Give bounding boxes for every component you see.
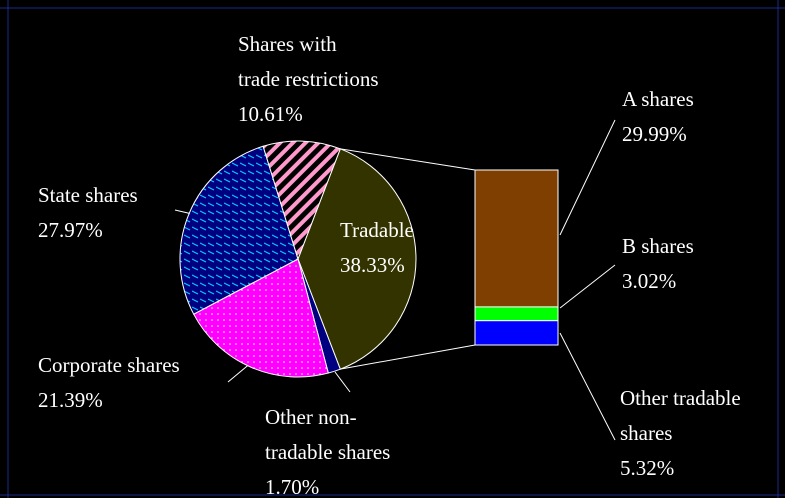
slice-value-label: 27.97% [38, 218, 103, 242]
pie-slice [297, 148, 417, 370]
bar-label: Other tradable shares [620, 386, 741, 445]
bar-value-label: 5.32% [620, 456, 675, 480]
slice-label: Shares with trade restrictions [238, 32, 379, 91]
slice-label: Tradable [340, 218, 414, 242]
slice-value-label: 10.61% [238, 102, 303, 126]
bar-segment [474, 306, 559, 322]
pie-slice [179, 145, 299, 315]
bar-segment [474, 169, 559, 308]
pie-slice [262, 140, 341, 261]
bar-label: A shares [622, 87, 694, 111]
bar-segment [474, 320, 559, 346]
bar-value-label: 29.99% [622, 122, 687, 146]
slice-label: State shares [38, 183, 138, 207]
slice-label: Other non- tradable shares [265, 405, 391, 464]
slice-value-label: 21.39% [38, 388, 103, 412]
bar-label: B shares [622, 234, 694, 258]
bar-value-label: 3.02% [622, 269, 677, 293]
connector-line [340, 148, 476, 171]
slice-label: Corporate shares [38, 353, 180, 377]
slice-value-label: 1.70% [265, 475, 320, 498]
slice-value-label: 38.33% [340, 253, 405, 277]
pie-slice [193, 258, 329, 378]
connector-line [340, 344, 476, 370]
